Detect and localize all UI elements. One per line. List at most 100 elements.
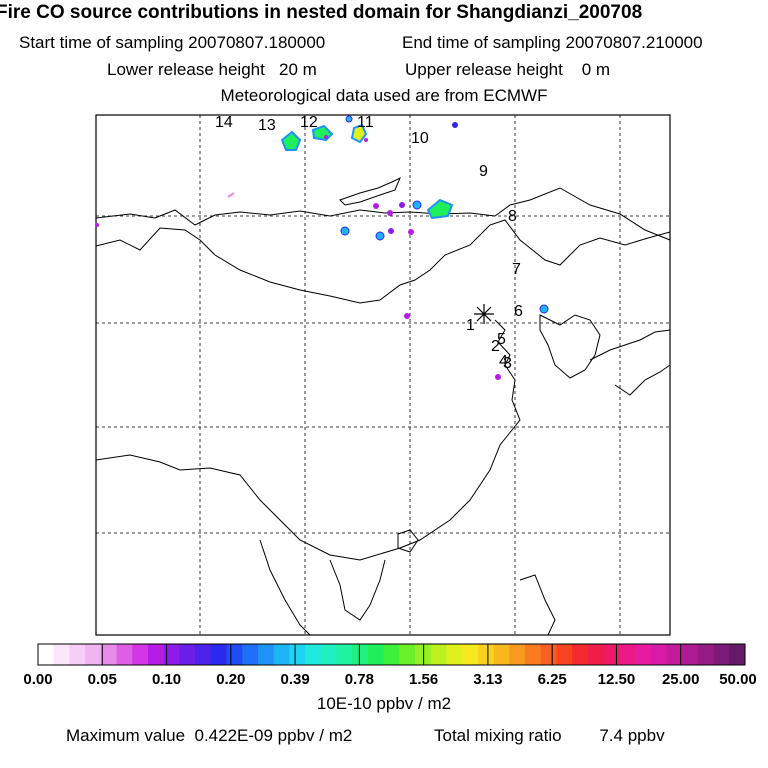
colorbar-swatch [682, 644, 699, 665]
trajectory-label: 11 [357, 114, 374, 131]
trajectory-label: 2 [491, 338, 500, 355]
colorbar-swatch [446, 644, 463, 665]
lower-height: Lower release height 20 m [107, 60, 317, 80]
trajectory-labels: 1 2 3 4 5 6 7 8 9 10 11 12 13 14 [215, 114, 523, 372]
colorbar-swatch [210, 644, 227, 665]
colorbar-tick-label: 50.00 [719, 671, 757, 688]
colorbar-swatch [226, 644, 243, 665]
colorbar-swatch [493, 644, 510, 665]
lower-value: 20 m [279, 60, 317, 79]
source-patch [404, 313, 410, 319]
trajectory-label: 4 [499, 353, 508, 370]
japan-coast [589, 329, 671, 361]
colorbar-swatch [257, 644, 275, 665]
mongolia-border [95, 219, 671, 304]
map-title: Fire CO source contributions in nested d… [0, 2, 643, 23]
trajectory-label: 9 [479, 163, 488, 180]
colorbar-swatch [383, 644, 400, 665]
start-value: 20070807.180000 [188, 33, 326, 52]
met-data-note: Meteorological data used are from ECMWF [220, 86, 548, 105]
map-frame [95, 114, 671, 636]
colorbar-swatch [320, 644, 337, 665]
colorbar-swatch [572, 644, 589, 665]
source-patch [495, 374, 501, 380]
source-patch [387, 210, 393, 216]
upper-label: Upper release height [405, 60, 563, 79]
colorbar-tick-label: 3.13 [473, 671, 502, 688]
source-patch [426, 198, 454, 220]
colorbar-swatch [540, 644, 557, 665]
colorbar-swatch [147, 644, 165, 665]
trajectory-label: 12 [300, 114, 318, 131]
colorbar-swatch [509, 644, 526, 665]
colorbar-swatch [69, 644, 86, 665]
source-patch [373, 203, 379, 209]
source-patch [388, 228, 394, 234]
colorbar-tick-label: 0.05 [88, 671, 117, 688]
source-patches [95, 115, 549, 380]
colorbar-swatch [195, 644, 212, 665]
colorbar-swatch [729, 644, 746, 665]
source-patch [399, 202, 405, 208]
source-patch [324, 135, 328, 139]
colorbar-tick-label: 0.00 [23, 671, 52, 688]
station-marker [474, 304, 494, 324]
source-patch [364, 138, 368, 142]
colorbar-swatch [713, 644, 730, 665]
colorbar-tick-label: 0.10 [152, 671, 181, 688]
indochina-coast-east [329, 559, 386, 621]
maximum-value: Maximum value 0.422E-09 ppbv / m2 [66, 726, 352, 746]
colorbar-swatch [352, 644, 369, 665]
colorbar-swatch [242, 644, 259, 665]
colorbar-tick-label: 0.39 [280, 671, 309, 688]
colorbar-swatch [100, 644, 117, 665]
source-patch [408, 229, 414, 235]
source-patch [340, 226, 350, 236]
colorbar-swatch [38, 644, 55, 665]
source-patch [375, 231, 385, 241]
start-time: Start time of sampling 20070807.180000 [19, 33, 325, 53]
source-patch [95, 223, 99, 227]
total-label: Total mixing ratio [434, 726, 562, 745]
colorbar-swatch [336, 644, 353, 665]
end-value: 20070807.210000 [565, 33, 703, 52]
max-label: Maximum value [66, 726, 186, 745]
colorbar-swatch [132, 644, 149, 665]
colorbar-swatch [430, 644, 447, 665]
colorbar-swatch [305, 644, 322, 665]
lower-label: Lower release height [107, 60, 265, 79]
total-mixing-ratio: Total mixing ratio 7.4 ppbv [434, 726, 665, 746]
trajectory-label: 7 [512, 261, 521, 278]
end-time: End time of sampling 20070807.210000 [402, 33, 703, 53]
colorbar-swatch [399, 644, 416, 665]
colorbar-frame [37, 643, 746, 666]
colorbar-swatch [619, 644, 636, 665]
colorbar-swatch [525, 644, 542, 665]
philippines-coast [519, 574, 556, 636]
upper-height: Upper release height 0 m [405, 60, 610, 80]
northern-border [95, 187, 671, 241]
max-value: 0.422E-09 ppbv / m2 [194, 726, 353, 745]
trajectory-label: 3 [503, 355, 512, 372]
baikal-lake [339, 176, 401, 206]
graticule [96, 115, 670, 635]
colorbar-tick-label: 6.25 [538, 671, 567, 688]
colorbar-swatch [477, 644, 495, 665]
source-patch [227, 192, 235, 198]
coastlines [95, 176, 671, 636]
trajectory-label: 13 [258, 117, 276, 134]
korea-coast [539, 314, 601, 379]
japan-coast-south [614, 364, 671, 396]
trajectory-label: 8 [508, 208, 517, 225]
colorbar-tick-label: 0.20 [216, 671, 245, 688]
trajectory-label: 5 [497, 331, 506, 348]
upper-value: 0 m [581, 60, 611, 79]
trajectory-label: 1 [466, 317, 475, 334]
trajectory-label: 14 [215, 114, 233, 131]
colorbar-swatch [462, 644, 479, 665]
colorbar-swatch [179, 644, 196, 665]
source-patch [452, 122, 458, 128]
colorbar-swatch [53, 644, 70, 665]
hainan-island [397, 529, 419, 553]
colorbar-tick-label: 1.56 [409, 671, 438, 688]
